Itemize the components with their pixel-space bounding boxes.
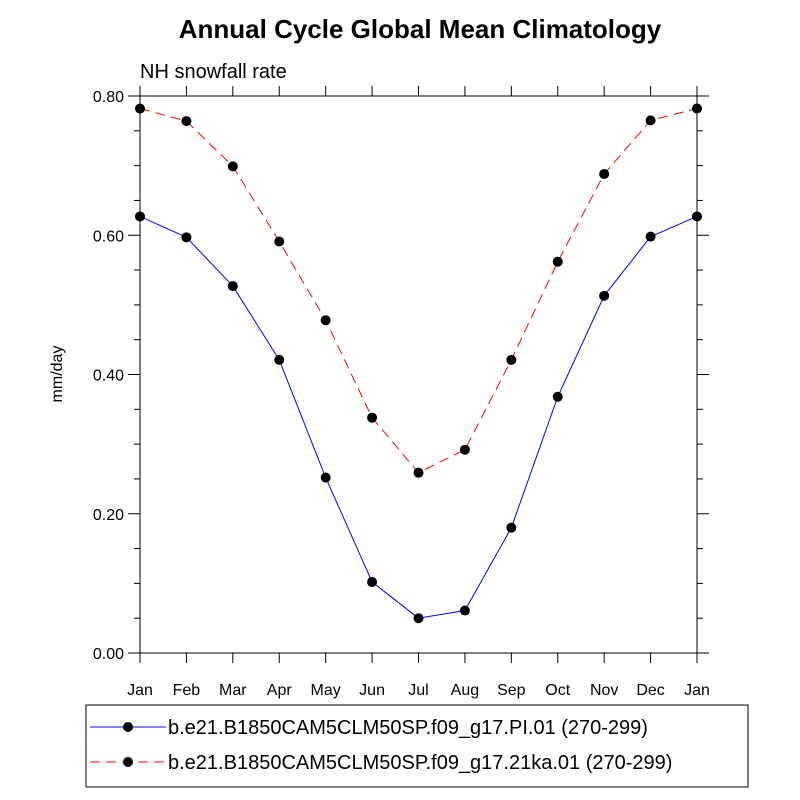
- data-point: [274, 236, 285, 247]
- legend-label: b.e21.B1850CAM5CLM50SP.f09_g17.21ka.01 (…: [168, 752, 672, 774]
- legend-box: [85, 704, 749, 788]
- x-tick-label: Nov: [590, 682, 618, 699]
- legend-marker: [123, 722, 133, 732]
- legend-marker: [123, 757, 133, 767]
- x-tick-label: Apr: [267, 682, 293, 699]
- data-point: [506, 522, 517, 533]
- series-1: [135, 211, 702, 624]
- series-2: [135, 103, 702, 478]
- x-tick-label: Aug: [451, 682, 479, 699]
- x-tick-label: Dec: [636, 682, 664, 699]
- x-tick-label: Sep: [497, 682, 526, 699]
- data-point: [506, 354, 517, 365]
- data-point: [181, 116, 192, 127]
- y-axis-label: mm/day: [49, 346, 66, 403]
- x-tick-label: Jan: [127, 682, 153, 699]
- data-point: [552, 256, 563, 267]
- chart-subtitle: NH snowfall rate: [140, 61, 287, 83]
- data-point: [692, 211, 702, 222]
- data-point: [645, 115, 656, 126]
- series-line: [139, 215, 698, 619]
- data-point: [227, 281, 238, 292]
- y-tick-label: 0.00: [93, 646, 124, 663]
- data-point: [459, 605, 470, 616]
- x-tick-label: Feb: [173, 682, 201, 699]
- data-point: [135, 103, 145, 114]
- data-point: [274, 354, 285, 365]
- series-layer: [135, 103, 702, 624]
- x-tick-label: Jul: [408, 682, 428, 699]
- x-tick-label: Mar: [219, 682, 247, 699]
- x-tick-label: Jan: [684, 682, 710, 699]
- data-point: [413, 467, 424, 478]
- chart-title: Annual Cycle Global Mean Climatology: [179, 14, 662, 44]
- plot-frame: [139, 95, 698, 654]
- y-tick-label: 0.20: [93, 507, 124, 524]
- data-point: [320, 472, 331, 483]
- legend: b.e21.B1850CAM5CLM50SP.f09_g17.PI.01 (27…: [85, 704, 749, 788]
- data-point: [320, 315, 331, 326]
- data-point: [645, 231, 656, 242]
- y-tick-label: 0.80: [93, 89, 124, 106]
- data-point: [367, 412, 378, 423]
- data-point: [135, 211, 145, 222]
- y-tick-label: 0.60: [93, 228, 124, 245]
- x-tick-label: May: [311, 682, 341, 699]
- data-point: [459, 444, 470, 455]
- x-tick-label: Jun: [359, 682, 385, 699]
- data-point: [599, 290, 610, 301]
- data-point: [227, 161, 238, 172]
- data-point: [413, 613, 424, 624]
- ticks-layer: Jan Feb Mar Apr May Jun Jul Aug Sep Oct Nov Dec Jan 0…: [93, 86, 710, 699]
- data-point: [552, 391, 563, 402]
- y-tick-label: 0.40: [93, 368, 124, 385]
- x-tick-label: Oct: [545, 682, 570, 699]
- legend-label: b.e21.B1850CAM5CLM50SP.f09_g17.PI.01 (27…: [168, 717, 648, 739]
- data-point: [367, 576, 378, 587]
- data-point: [181, 232, 192, 243]
- data-point: [599, 168, 610, 179]
- series-line: [139, 108, 698, 474]
- data-point: [692, 103, 702, 114]
